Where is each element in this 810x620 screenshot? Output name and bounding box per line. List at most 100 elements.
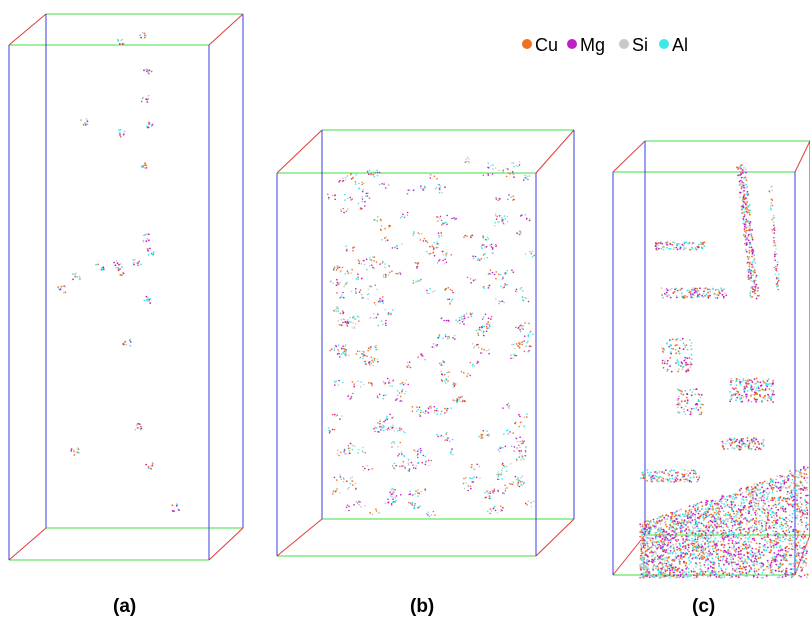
atom [747, 399, 750, 402]
atom [403, 215, 406, 218]
atom [779, 486, 782, 489]
atom [806, 513, 809, 516]
atom [352, 246, 354, 249]
atom [682, 366, 684, 369]
atom [517, 476, 519, 479]
atom [691, 537, 693, 540]
atom [410, 461, 413, 464]
atom [690, 394, 693, 397]
atom [444, 333, 447, 336]
atom [753, 528, 756, 531]
atom [747, 488, 749, 490]
atom [518, 485, 521, 488]
atom [769, 205, 772, 207]
atom [780, 547, 783, 550]
atom [774, 245, 777, 247]
atom [712, 544, 715, 547]
atom [648, 474, 650, 477]
atom [379, 420, 382, 423]
atom [796, 497, 798, 499]
atom [374, 345, 376, 348]
atom [380, 426, 383, 428]
atom [446, 409, 448, 412]
atom [769, 191, 771, 193]
atom [670, 563, 673, 566]
atom [745, 193, 748, 196]
atom [369, 258, 372, 261]
atom [416, 280, 418, 283]
atom [364, 200, 366, 203]
atom [709, 288, 712, 291]
atom [498, 473, 501, 476]
atom [738, 395, 741, 397]
atom [494, 167, 497, 169]
atom [62, 291, 65, 294]
atom [373, 317, 375, 320]
atom [408, 464, 410, 466]
atom [749, 270, 751, 272]
atom [649, 539, 652, 542]
atom [515, 354, 518, 357]
atom [376, 358, 379, 360]
atom [708, 288, 711, 291]
atom [431, 244, 434, 246]
atom [512, 271, 515, 274]
atom [746, 220, 748, 223]
atom [355, 278, 358, 280]
atom [724, 571, 726, 574]
atom [776, 522, 779, 524]
atom [658, 247, 660, 250]
atom [398, 392, 401, 394]
atom [677, 574, 680, 577]
atom [459, 400, 462, 403]
atom [730, 383, 732, 386]
atom [137, 422, 139, 425]
atom [436, 433, 438, 436]
atom [678, 368, 680, 370]
atom [762, 444, 765, 446]
atom [796, 485, 799, 488]
atom [493, 490, 496, 492]
atom [731, 498, 733, 500]
atom [747, 269, 749, 272]
atom [407, 383, 410, 386]
atom [420, 449, 422, 452]
atom [145, 298, 148, 301]
atom [403, 216, 406, 219]
atom [786, 559, 788, 562]
atom [769, 527, 772, 529]
atom [684, 400, 686, 403]
atom [369, 364, 371, 366]
atom [501, 278, 503, 281]
atom [358, 182, 360, 185]
atom [415, 465, 418, 467]
atom [481, 348, 483, 350]
atom [795, 569, 797, 572]
atom [464, 234, 467, 237]
atom [512, 344, 515, 346]
atom [731, 521, 734, 523]
atom [436, 220, 439, 222]
atom [349, 316, 351, 319]
atom [337, 265, 339, 268]
atom [690, 469, 693, 472]
atom [736, 396, 739, 399]
atom [763, 549, 766, 552]
atom [507, 168, 509, 170]
atom [417, 492, 419, 494]
atom [347, 395, 349, 398]
atom [662, 296, 664, 299]
atom [789, 492, 791, 494]
atom [152, 251, 155, 254]
atom [432, 510, 435, 513]
atom [695, 546, 697, 549]
atom [401, 465, 403, 467]
atom [483, 258, 486, 260]
atom [519, 446, 521, 449]
atom [510, 445, 513, 448]
atom [786, 571, 789, 574]
atom [676, 359, 679, 362]
atom [755, 377, 758, 380]
atom [792, 530, 795, 532]
atom [662, 575, 665, 578]
